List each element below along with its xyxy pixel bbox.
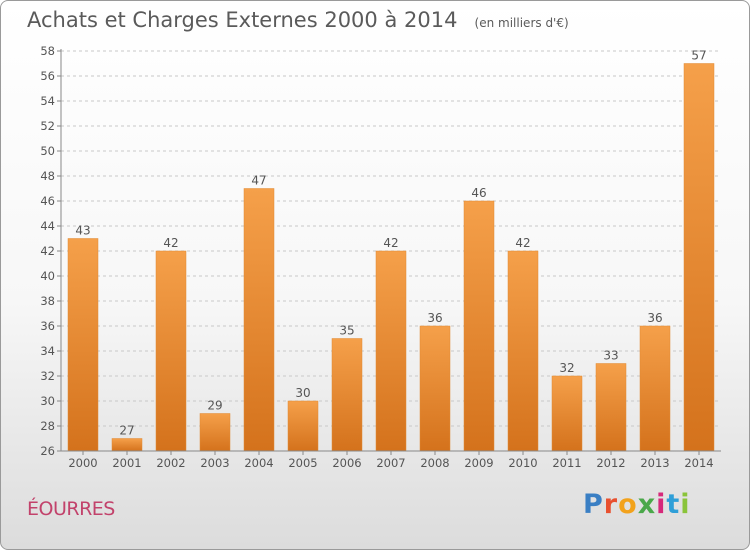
logo-letter: r bbox=[603, 489, 619, 520]
logo-letter: i bbox=[680, 489, 691, 520]
logo-letter: o bbox=[618, 489, 638, 520]
bar-2003 bbox=[199, 413, 231, 452]
data-label-2013: 36 bbox=[647, 311, 662, 325]
x-tick-label: 2014 bbox=[684, 456, 713, 470]
data-label-2002: 42 bbox=[163, 236, 178, 250]
bar-2004 bbox=[243, 188, 275, 452]
logo-letter: P bbox=[583, 489, 604, 520]
data-label-2008: 36 bbox=[427, 311, 442, 325]
data-label-2012: 33 bbox=[603, 349, 618, 363]
y-tick-label: 46 bbox=[40, 194, 55, 208]
bars bbox=[67, 63, 715, 452]
y-tick-label: 36 bbox=[40, 319, 55, 333]
y-tick-label: 32 bbox=[40, 369, 55, 383]
x-tick-label: 2011 bbox=[552, 456, 581, 470]
y-tick-label: 52 bbox=[40, 119, 55, 133]
x-tick-label: 2012 bbox=[596, 456, 625, 470]
data-label-2000: 43 bbox=[75, 224, 90, 238]
y-tick-label: 56 bbox=[40, 69, 55, 83]
y-tick-label: 38 bbox=[40, 294, 55, 308]
x-tick-label: 2009 bbox=[464, 456, 493, 470]
data-label-2006: 35 bbox=[339, 324, 354, 338]
bar-2005 bbox=[287, 400, 319, 452]
bar-2001 bbox=[111, 438, 143, 452]
bar-2012 bbox=[595, 363, 627, 452]
y-tick-label: 34 bbox=[40, 344, 55, 358]
data-label-2009: 46 bbox=[471, 186, 486, 200]
bar-2000 bbox=[67, 238, 99, 452]
x-tick-label: 2003 bbox=[200, 456, 229, 470]
chart-title-block: Achats et Charges Externes 2000 à 2014 (… bbox=[27, 8, 569, 32]
y-tick-label: 42 bbox=[40, 244, 55, 258]
y-tick-label: 50 bbox=[40, 144, 55, 158]
data-label-2014: 57 bbox=[691, 49, 706, 63]
y-tick-label: 54 bbox=[40, 94, 55, 108]
x-tick-label: 2007 bbox=[376, 456, 405, 470]
y-tick-label: 40 bbox=[40, 269, 55, 283]
logo-letter: t bbox=[666, 489, 681, 520]
bar-2008 bbox=[419, 325, 451, 452]
data-label-2001: 27 bbox=[119, 424, 134, 438]
bar-2014 bbox=[683, 63, 715, 452]
bar-2006 bbox=[331, 338, 363, 452]
y-tick-label: 44 bbox=[40, 219, 55, 233]
data-label-2004: 47 bbox=[251, 174, 266, 188]
y-tick-label: 48 bbox=[40, 169, 55, 183]
x-tick-label: 2006 bbox=[332, 456, 361, 470]
logo-letter: x bbox=[637, 489, 657, 520]
chart-title: Achats et Charges Externes 2000 à 2014 bbox=[27, 8, 458, 32]
bar-2011 bbox=[551, 375, 583, 452]
y-tick-label: 28 bbox=[40, 419, 55, 433]
x-tick-label: 2004 bbox=[244, 456, 273, 470]
data-label-2010: 42 bbox=[515, 236, 530, 250]
bar-2002 bbox=[155, 250, 187, 452]
proxiti-logo[interactable]: Proxiti bbox=[583, 489, 691, 520]
x-tick-label: 2013 bbox=[640, 456, 669, 470]
labels: 26 28 30 32 34 36 38 40 42 44 46 48 50 52 54 56 58 43 2000… bbox=[40, 44, 713, 470]
bar-2009 bbox=[463, 200, 495, 452]
data-label-2005: 30 bbox=[295, 386, 310, 400]
data-label-2007: 42 bbox=[383, 236, 398, 250]
bar-2010 bbox=[507, 250, 539, 452]
data-label-2011: 32 bbox=[559, 361, 574, 375]
x-tick-label: 2005 bbox=[288, 456, 317, 470]
x-tick-label: 2000 bbox=[68, 456, 97, 470]
y-tick-label: 58 bbox=[40, 44, 55, 58]
x-tick-label: 2002 bbox=[156, 456, 185, 470]
data-label-2003: 29 bbox=[207, 399, 222, 413]
chart-unit: (en milliers d'€) bbox=[474, 16, 569, 30]
bar-2013 bbox=[639, 325, 671, 452]
y-tick-label: 30 bbox=[40, 394, 55, 408]
place-name: ÉOURRES bbox=[27, 498, 115, 520]
axes bbox=[57, 49, 721, 455]
y-tick-label: 26 bbox=[40, 444, 55, 458]
bar-2007 bbox=[375, 250, 407, 452]
x-tick-label: 2008 bbox=[420, 456, 449, 470]
x-tick-label: 2001 bbox=[112, 456, 141, 470]
x-tick-label: 2010 bbox=[508, 456, 537, 470]
logo-letter: i bbox=[656, 489, 667, 520]
